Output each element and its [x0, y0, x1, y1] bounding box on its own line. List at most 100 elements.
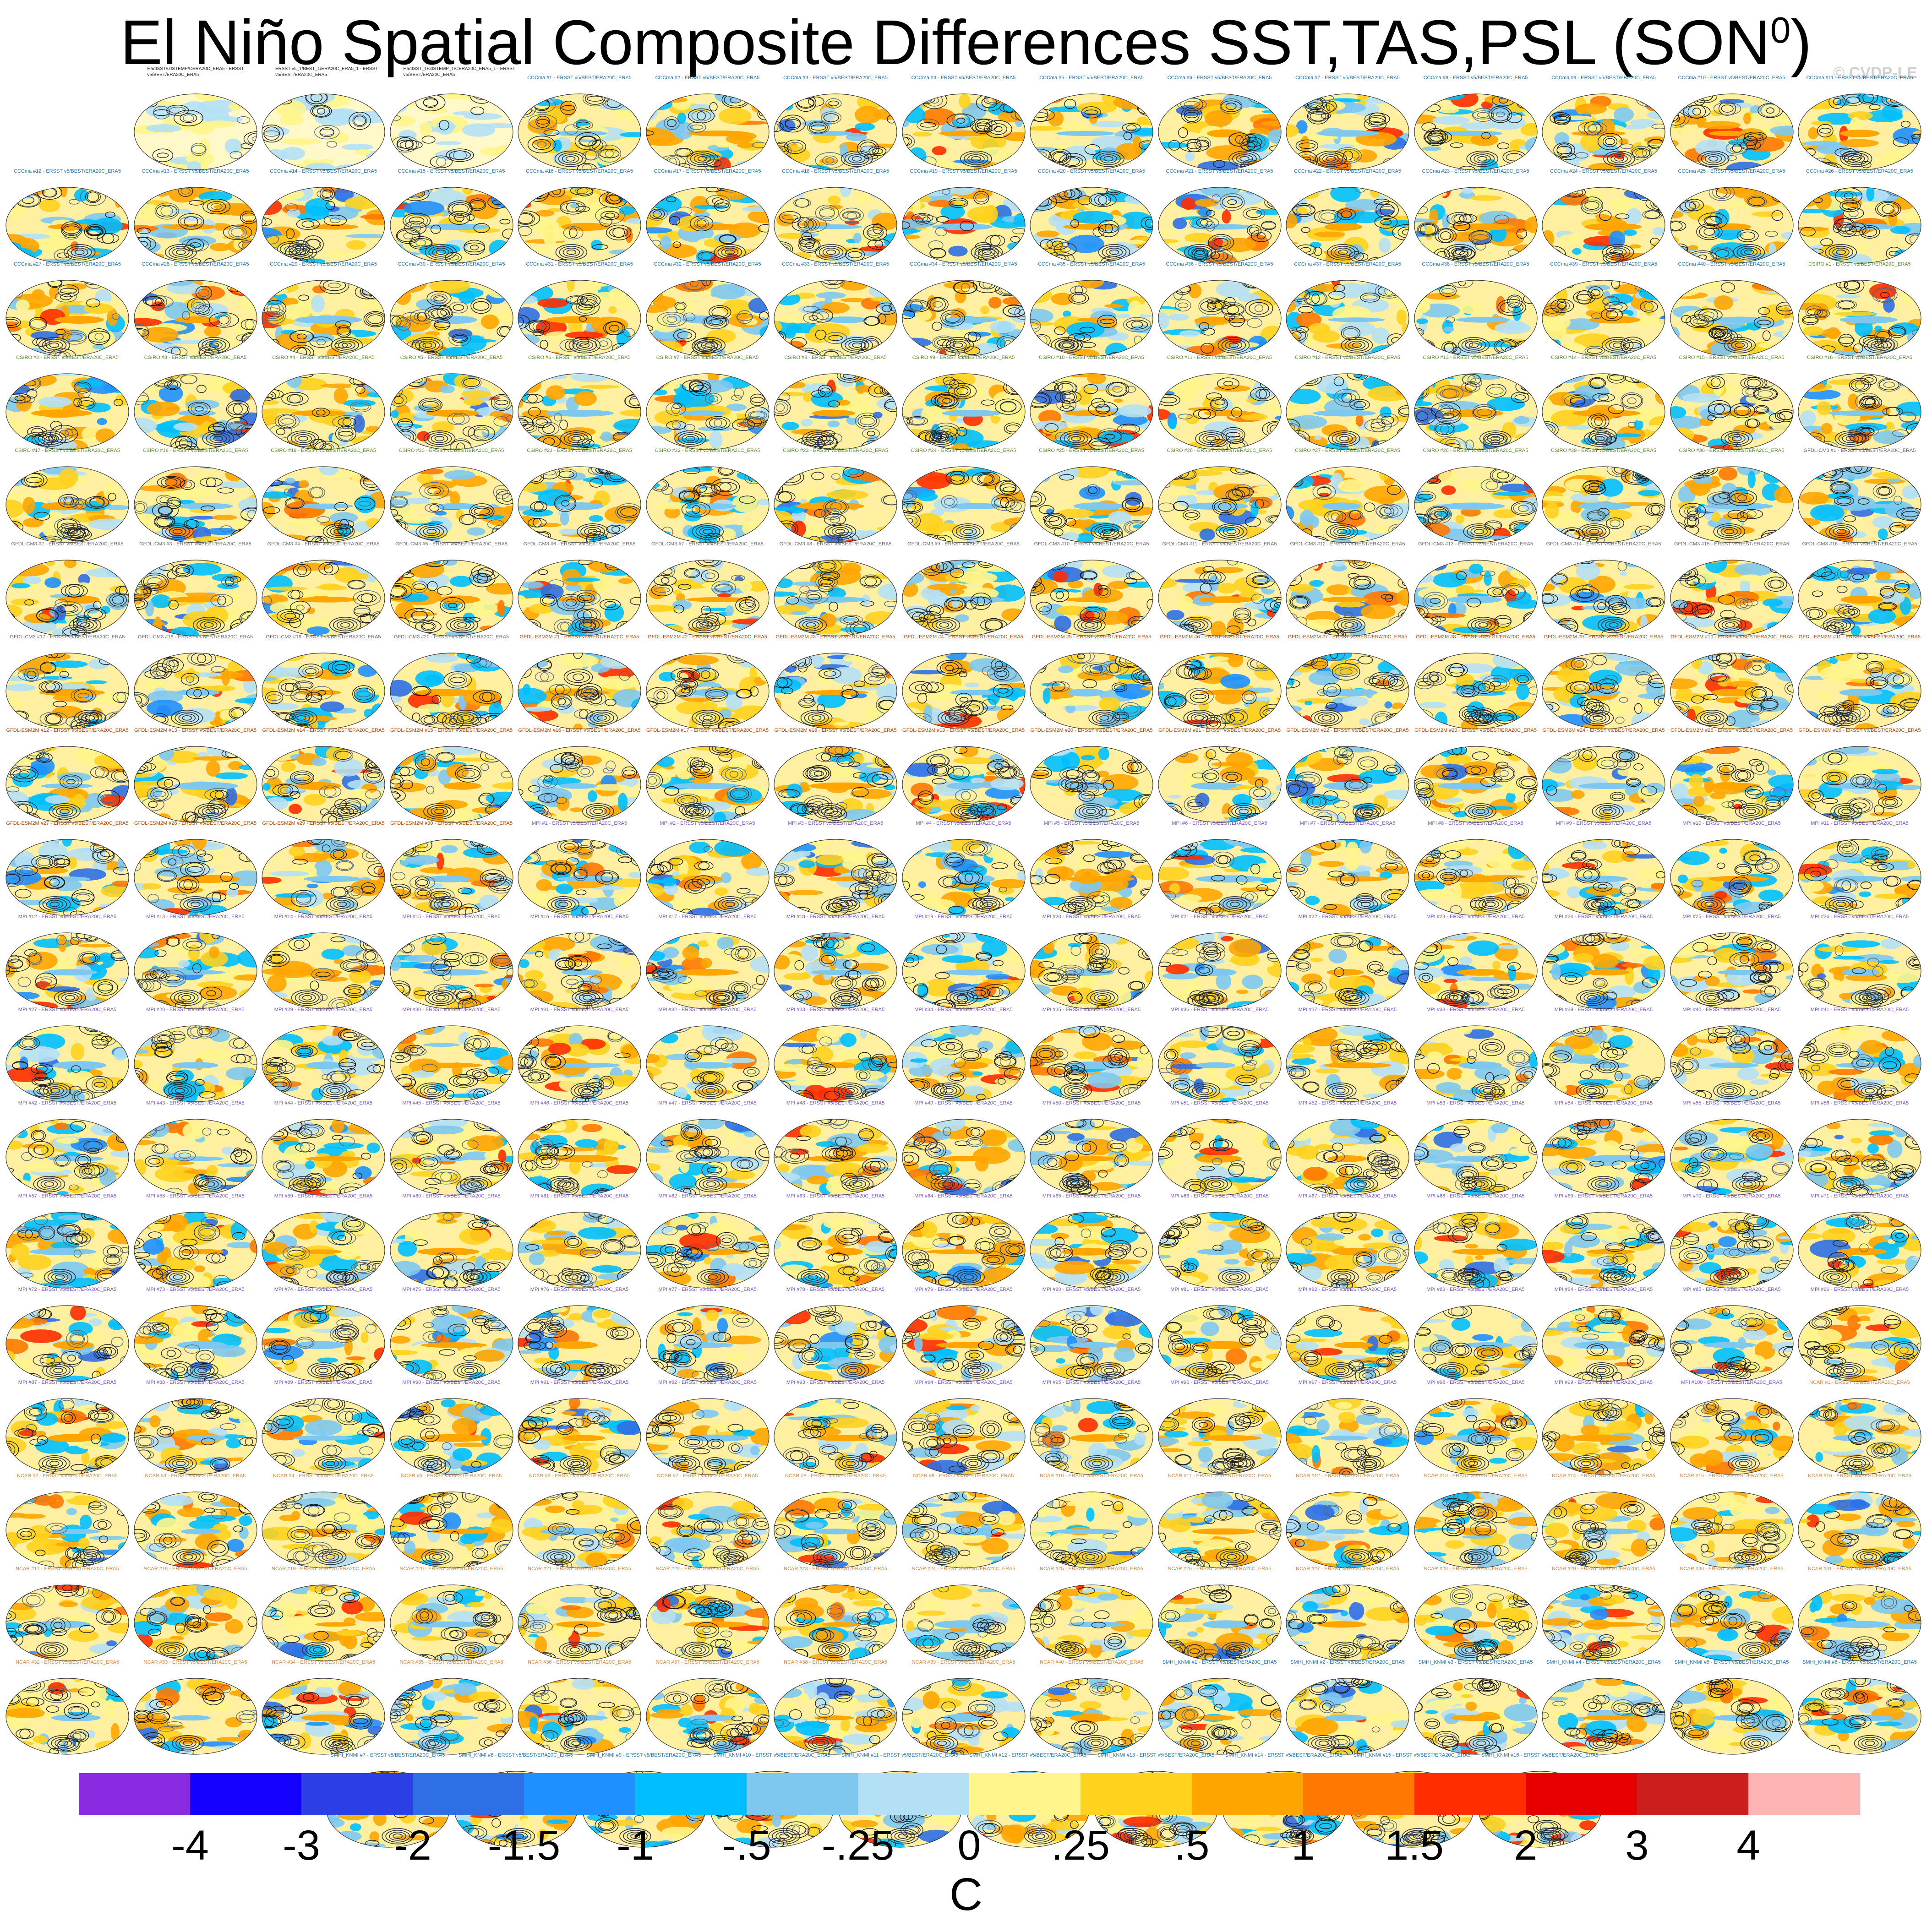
panel-label: MPI #4 - ERSST v5/BEST/ERA20C_ERA5	[902, 821, 1026, 827]
map-panel	[1542, 839, 1665, 916]
panel-label: CCCma #7 - ERSST v5/BEST/ERA20C_ERA5	[1286, 75, 1409, 81]
panel-label: CCCma #18 - ERSST v5/BEST/ERA20C_ERA5	[774, 169, 897, 174]
map-panel	[518, 1491, 641, 1568]
map-panel	[134, 1025, 257, 1102]
panel-label: MPI #93 - ERSST v5/BEST/ERA20C_ERA5	[774, 1380, 897, 1386]
map-panel	[646, 1584, 770, 1661]
map-panel	[1414, 653, 1538, 729]
map-panel	[1030, 1584, 1153, 1661]
panel-label: NCAR #33 - ERSST v5/BEST/ERA20C_ERA5	[134, 1660, 257, 1665]
panel-label: MPI #88 - ERSST v5/BEST/ERA20C_ERA5	[134, 1380, 257, 1386]
map-panel	[390, 373, 513, 450]
panel-label: NCAR #19 - ERSST v5/BEST/ERA20C_ERA5	[262, 1566, 385, 1572]
map-panel	[518, 373, 641, 450]
map-panel	[390, 466, 513, 543]
map-panel	[1414, 373, 1538, 450]
map-panel	[262, 1212, 385, 1289]
map-panel	[646, 839, 770, 916]
map-panel	[390, 1398, 513, 1475]
map-panel	[1030, 839, 1153, 916]
panel-label: MPI #68 - ERSST v5/BEST/ERA20C_ERA5	[1414, 1193, 1538, 1199]
map-panel	[390, 1212, 513, 1289]
map-panel	[902, 1678, 1026, 1755]
map-panel	[902, 653, 1026, 729]
map-panel	[1030, 187, 1153, 264]
panel-label: MPI #3 - ERSST v5/BEST/ERA20C_ERA5	[774, 821, 897, 827]
panel-label: CCCma #28 - ERSST v5/BEST/ERA20C_ERA5	[134, 261, 257, 267]
panel-label: MPI #87 - ERSST v5/BEST/ERA20C_ERA5	[5, 1380, 129, 1386]
map-panel	[1030, 932, 1153, 1009]
panel-label: MPI #52 - ERSST v5/BEST/ERA20C_ERA5	[1286, 1100, 1409, 1106]
map-panel	[262, 746, 385, 823]
panel-label: SMHI_KNMI #4 - ERSST v5/BEST/ERA20C_ERA5	[1542, 1660, 1665, 1665]
panel-label: SMHI_KNMI #9 - ERSST v5/BEST/ERA20C_ERA5	[582, 1752, 706, 1758]
colorbar	[79, 1773, 1860, 1815]
map-panel	[646, 1212, 770, 1289]
map-panel	[1542, 560, 1665, 637]
map-panel	[1158, 373, 1282, 450]
map-panel	[1286, 653, 1409, 729]
map-panel	[390, 1305, 513, 1382]
map-panel	[1414, 1119, 1538, 1196]
map-panel	[774, 1678, 897, 1755]
map-panel	[262, 1398, 385, 1475]
map-panel	[1030, 1212, 1153, 1289]
map-panel	[1670, 560, 1794, 637]
map-panel	[902, 1305, 1026, 1382]
panel-label: MPI #14 - ERSST v5/BEST/ERA20C_ERA5	[262, 914, 385, 920]
map-panel	[774, 1584, 897, 1661]
panel-label: MPI #15 - ERSST v5/BEST/ERA20C_ERA5	[390, 914, 513, 920]
map-panel	[134, 466, 257, 543]
panel-label: CCCma #39 - ERSST v5/BEST/ERA20C_ERA5	[1542, 261, 1665, 267]
panel-label: MPI #33 - ERSST v5/BEST/ERA20C_ERA5	[774, 1007, 897, 1013]
panel-label: GFDL-ESM2M #24 - ERSST v5/BEST/ERA20C_ER…	[1542, 728, 1665, 734]
map-panel	[646, 373, 770, 450]
panel-label: MPI #11 - ERSST v5/BEST/ERA20C_ERA5	[1798, 821, 1921, 827]
map-panel	[774, 932, 897, 1009]
panel-label: CSIRO #5 - ERSST v5/BEST/ERA20C_ERA5	[390, 355, 513, 361]
panel-label: GFDL-CM3 #17 - ERSST v5/BEST/ERA20C_ERA5	[5, 634, 129, 640]
map-panel	[1798, 466, 1921, 543]
panel-label: MPI #13 - ERSST v5/BEST/ERA20C_ERA5	[134, 914, 257, 920]
panel-label: CCCma #19 - ERSST v5/BEST/ERA20C_ERA5	[902, 169, 1026, 174]
panel-label: MPI #49 - ERSST v5/BEST/ERA20C_ERA5	[902, 1100, 1026, 1106]
map-panel	[1158, 466, 1282, 543]
map-panel	[646, 93, 770, 170]
panel-label: MPI #1 - ERSST v5/BEST/ERA20C_ERA5	[518, 821, 641, 827]
panel-label: MPI #34 - ERSST v5/BEST/ERA20C_ERA5	[902, 1007, 1026, 1013]
map-panel	[1798, 746, 1921, 823]
colorbar-tick-label: 4	[1736, 1822, 1760, 1870]
map-panel	[390, 932, 513, 1009]
map-panel	[1286, 839, 1409, 916]
panel-label: MPI #30 - ERSST v5/BEST/ERA20C_ERA5	[390, 1007, 513, 1013]
panel-label: MPI #89 - ERSST v5/BEST/ERA20C_ERA5	[262, 1380, 385, 1386]
map-panel	[262, 932, 385, 1009]
panel-label: MPI #98 - ERSST v5/BEST/ERA20C_ERA5	[1414, 1380, 1538, 1386]
map-panel	[518, 466, 641, 543]
panel-label: MPI #97 - ERSST v5/BEST/ERA20C_ERA5	[1286, 1380, 1409, 1386]
map-panel	[518, 1398, 641, 1475]
map-panel	[1030, 746, 1153, 823]
map-panel	[1798, 187, 1921, 264]
panel-label: MPI #85 - ERSST v5/BEST/ERA20C_ERA5	[1670, 1287, 1794, 1293]
panel-label: NCAR #20 - ERSST v5/BEST/ERA20C_ERA5	[390, 1566, 513, 1572]
panel-label: GFDL-CM3 #6 - ERSST v5/BEST/ERA20C_ERA5	[518, 541, 641, 547]
map-panel	[262, 1305, 385, 1382]
map-panel	[518, 280, 641, 357]
map-panel	[262, 93, 385, 170]
map-panel	[134, 93, 257, 170]
panel-label: MPI #9 - ERSST v5/BEST/ERA20C_ERA5	[1542, 821, 1665, 827]
map-panel	[1414, 1398, 1538, 1475]
panel-label: GFDL-CM3 #3 - ERSST v5/BEST/ERA20C_ERA5	[134, 541, 257, 547]
map-panel	[1286, 466, 1409, 543]
panel-label: MPI #28 - ERSST v5/BEST/ERA20C_ERA5	[134, 1007, 257, 1013]
map-panel	[1798, 1584, 1921, 1661]
panel-label: CCCma #16 - ERSST v5/BEST/ERA20C_ERA5	[518, 169, 641, 174]
panel-label: SMHI_KNMI #10 - ERSST v5/BEST/ERA20C_ERA…	[710, 1752, 834, 1758]
map-panel	[774, 1305, 897, 1382]
map-panel	[1414, 1025, 1538, 1102]
panel-label: MPI #73 - ERSST v5/BEST/ERA20C_ERA5	[134, 1287, 257, 1293]
map-panel	[1286, 187, 1409, 264]
panel-label: GFDL-CM3 #12 - ERSST v5/BEST/ERA20C_ERA5	[1286, 541, 1409, 547]
